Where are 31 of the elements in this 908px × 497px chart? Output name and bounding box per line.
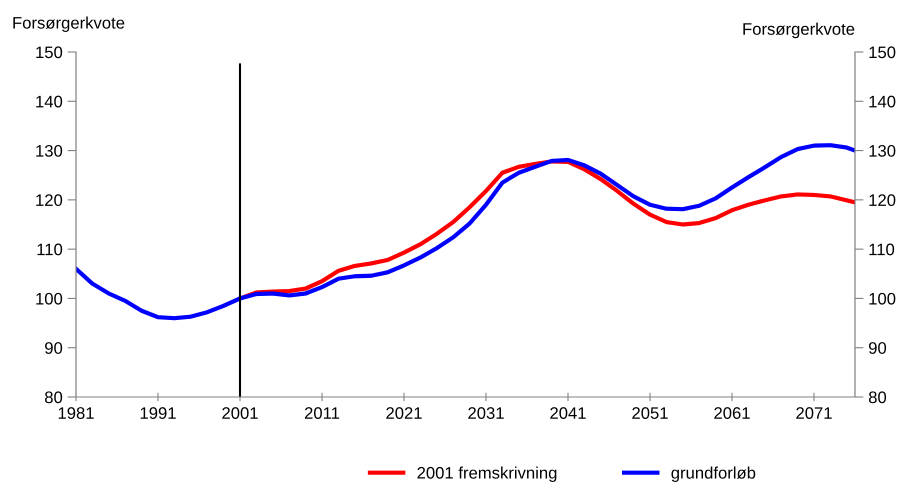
- y-tick-label: 100: [36, 292, 62, 305]
- x-tick-label: 2001: [222, 407, 258, 419]
- x-tick-label: 2061: [714, 407, 750, 419]
- y-tick-label: 120: [36, 194, 62, 206]
- y-tick-label: 110: [38, 244, 62, 256]
- line-series: [76, 143, 855, 320]
- legend-label: 2001 fremskrivning: [417, 466, 556, 482]
- x-tick-label: 2071: [796, 407, 832, 419]
- y2-tick-label: 90: [868, 342, 886, 354]
- y2-tick-label: 120: [869, 194, 896, 206]
- y2-tick-label: 140: [869, 96, 896, 108]
- y2-tick-label: 100: [869, 292, 896, 305]
- x-tick-label: 2011: [304, 407, 340, 419]
- y2-tick-label: 150: [869, 46, 896, 58]
- y-tick-label: 150: [36, 46, 62, 58]
- y-tick-label: 130: [36, 144, 62, 157]
- y-tick-label: 90: [45, 342, 62, 354]
- y2-tick-label: 130: [869, 144, 896, 157]
- legend-label: grundforløb: [671, 466, 756, 482]
- y2-tick-label: 110: [869, 244, 894, 256]
- x-tick-label: 2051: [632, 407, 668, 419]
- x-tick-label: 2031: [468, 407, 504, 419]
- x-tick-label: 1981: [58, 407, 94, 419]
- y-axis-title: Forsørgerkvote: [13, 16, 124, 32]
- y-tick-label: 140: [36, 96, 62, 108]
- x-tick-label: 2041: [550, 407, 586, 419]
- y2-axis-title: Forsørgerkvote: [743, 22, 854, 38]
- y2-tick-label: 80: [868, 391, 886, 404]
- x-tick-label: 2021: [386, 407, 422, 419]
- y-tick-label: 80: [44, 391, 62, 404]
- x-tick-label: 1991: [140, 407, 176, 419]
